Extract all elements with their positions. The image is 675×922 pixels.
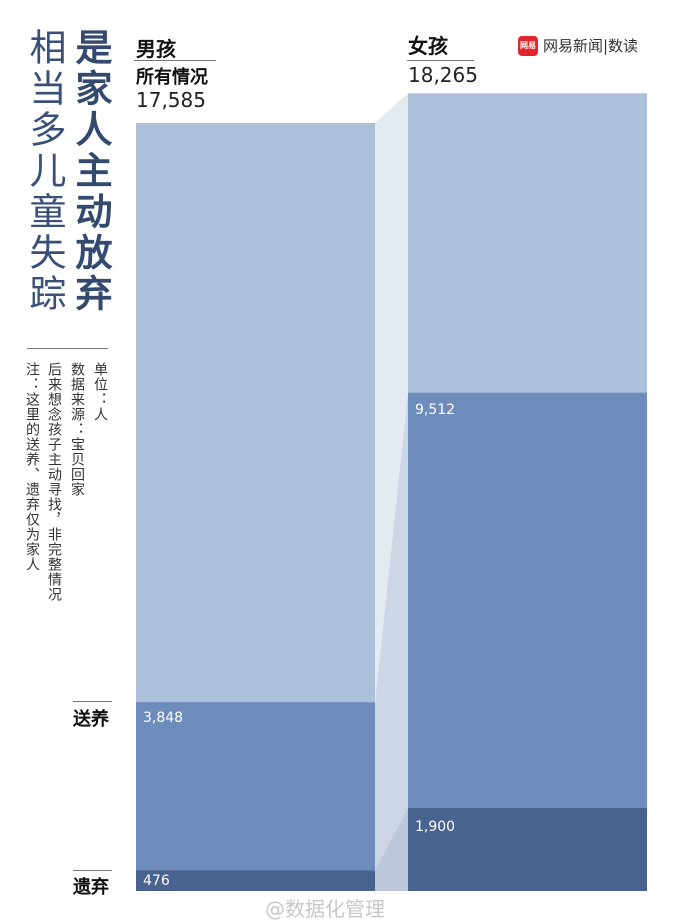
link-band-top bbox=[375, 93, 408, 703]
link-band-bot bbox=[375, 808, 408, 891]
logo: 网易 网易新闻|数读 bbox=[518, 35, 638, 56]
note-source: 数据来源：宝贝回家 bbox=[69, 362, 85, 497]
title-light: 相当多儿童失踪 bbox=[23, 28, 66, 315]
note-definition: 注：这里的送养、遗弃仅为家人 bbox=[24, 362, 40, 572]
data-label-boys-adopt: 3,848 bbox=[143, 710, 184, 726]
segment-name-abandon: 遗弃 bbox=[73, 877, 109, 898]
boys-divider bbox=[134, 60, 216, 61]
note-later: 后来想念孩子主动寻找，非完整情况 bbox=[46, 362, 62, 602]
bar-girls-abandon bbox=[408, 808, 647, 891]
data-label-boys-abandon: 476 bbox=[143, 873, 170, 889]
segment-name-adopt: 送养 bbox=[73, 709, 109, 730]
bar-girls-adopt bbox=[408, 392, 647, 809]
bar-boys-adopt bbox=[136, 702, 375, 871]
link-band-mid bbox=[375, 392, 408, 871]
bar-boys-abandon bbox=[136, 870, 375, 891]
data-label-girls-abandon: 1,900 bbox=[415, 819, 456, 835]
subtitle: 所有情况 bbox=[136, 67, 208, 88]
netease-logo-icon: 网易 bbox=[518, 35, 538, 56]
total-label-boys: 17,585 bbox=[136, 88, 206, 112]
title-divider bbox=[27, 348, 108, 349]
abandon-divider bbox=[73, 870, 112, 871]
bar-girls-other bbox=[408, 93, 647, 393]
girls-divider bbox=[407, 60, 474, 61]
total-label-girls: 18,265 bbox=[408, 63, 478, 87]
adopt-divider bbox=[73, 701, 112, 702]
category-label-boys: 男孩 bbox=[136, 37, 176, 61]
logo-text: 网易新闻|数读 bbox=[543, 37, 639, 55]
title-bold: 是家人主动放弃 bbox=[69, 28, 112, 315]
category-label-girls: 女孩 bbox=[408, 34, 448, 58]
data-label-girls-adopt: 9,512 bbox=[415, 402, 456, 418]
note-unit: 单位：人 bbox=[92, 362, 108, 422]
watermark: @数据化管理 bbox=[265, 897, 385, 921]
bar-boys-other bbox=[136, 123, 375, 703]
